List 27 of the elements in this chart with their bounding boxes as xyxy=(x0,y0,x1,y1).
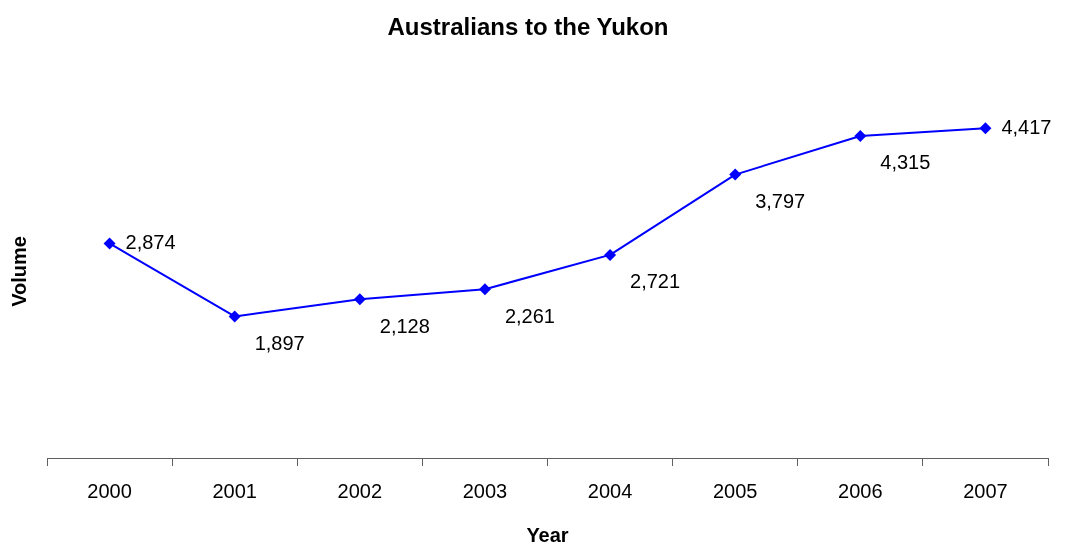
data-label: 2,128 xyxy=(379,314,430,337)
data-label: 2,261 xyxy=(504,304,555,327)
point xyxy=(604,248,617,261)
x-axis-title: Year xyxy=(526,523,569,546)
x-tick-label: 2006 xyxy=(838,479,883,502)
data-label: 3,797 xyxy=(755,190,806,213)
x-tick-label: 2005 xyxy=(712,479,758,502)
data-label: 4,315 xyxy=(880,151,931,174)
data-label: 2,721 xyxy=(630,270,681,293)
point xyxy=(478,283,491,296)
x-tick-label: 2001 xyxy=(212,479,257,502)
data-label: 1,897 xyxy=(254,331,305,354)
x-tick-label: 2002 xyxy=(337,479,383,502)
x-tick-label: 2007 xyxy=(963,479,1008,502)
data-label: 2,874 xyxy=(125,231,176,253)
point xyxy=(228,310,241,323)
point xyxy=(103,237,116,250)
point xyxy=(729,168,742,181)
point xyxy=(854,129,867,142)
x-tick-label: 2000 xyxy=(87,479,132,502)
point xyxy=(979,122,992,135)
data-label: 4,417 xyxy=(1001,115,1052,138)
x-tick-label: 2004 xyxy=(587,479,633,502)
point xyxy=(353,293,366,306)
y-axis-title: Volume xyxy=(7,236,30,307)
x-tick-label: 2003 xyxy=(462,479,508,502)
chart-title: Australians to the Yukon xyxy=(387,13,669,41)
